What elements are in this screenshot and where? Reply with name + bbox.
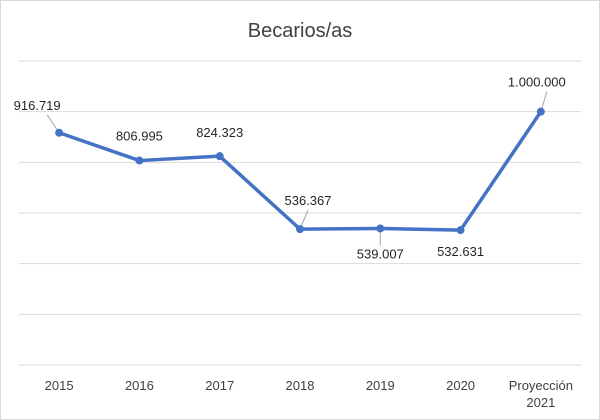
- data-label: 916.719: [14, 98, 61, 113]
- data-labels: 916.719 806.995 824.323 536.367 539.007 532.6…: [14, 75, 566, 262]
- data-label: 536.367: [285, 193, 332, 208]
- data-label: 1.000.000: [508, 75, 566, 90]
- data-point: [296, 225, 304, 234]
- x-tick-label: 2019: [366, 378, 395, 393]
- data-point: [55, 128, 64, 137]
- series-layer: [55, 107, 545, 235]
- x-tick-label: 2016: [125, 378, 154, 393]
- data-label: 539.007: [357, 246, 404, 261]
- chart-title: Becarios/as: [248, 20, 353, 42]
- x-tick-label: 2018: [286, 378, 315, 393]
- data-point: [456, 226, 465, 235]
- data-point: [536, 107, 545, 116]
- label-leader-lines: [46, 91, 548, 246]
- x-tick-label: 2020: [446, 378, 475, 393]
- x-axis-tick-labels: 2015 2016 2017 2018 2019 2020 Proyección 2021: [45, 378, 573, 410]
- x-tick-label: 2015: [45, 378, 74, 393]
- data-label: 824.323: [196, 125, 243, 140]
- x-tick-label: Proyección 2021: [509, 378, 573, 410]
- data-label: 532.631: [437, 244, 484, 259]
- data-label: 806.995: [116, 129, 163, 144]
- gridlines: [19, 60, 581, 366]
- data-point: [215, 152, 224, 161]
- data-point: [135, 156, 144, 165]
- x-tick-label: 2017: [205, 378, 234, 393]
- data-point: [376, 224, 385, 233]
